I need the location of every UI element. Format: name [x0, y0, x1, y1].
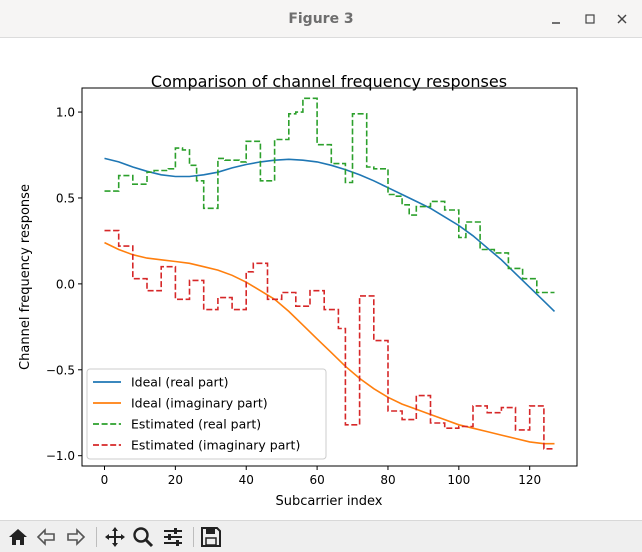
zoom-icon[interactable] [131, 525, 155, 549]
x-tick-label: 120 [518, 473, 541, 487]
x-tick-label: 40 [239, 473, 254, 487]
legend-label: Estimated (imaginary part) [131, 438, 300, 453]
x-tick-label: 20 [168, 473, 183, 487]
minimize-icon[interactable] [546, 9, 566, 29]
save-icon[interactable] [199, 525, 223, 549]
series-line-1 [104, 157, 556, 312]
home-icon[interactable] [6, 525, 30, 549]
series-line-2 [104, 241, 555, 445]
y-tick-label: 0.5 [56, 191, 75, 205]
x-tick-label: 80 [380, 473, 395, 487]
legend-box [86, 368, 327, 460]
configure-subplots-icon[interactable] [161, 525, 185, 549]
navigation-toolbar [0, 520, 642, 552]
plot-lines [104, 97, 556, 450]
back-arrow-icon[interactable] [34, 525, 58, 549]
window-title: Figure 3 [288, 11, 354, 27]
close-icon[interactable] [612, 9, 632, 29]
x-axis: 0 20 40 60 80 100 120 [101, 466, 541, 487]
x-axis-label: Subcarrier index [276, 494, 383, 509]
series-line-3 [104, 97, 555, 294]
window-titlebar[interactable]: Figure 3 [0, 0, 642, 38]
pan-icon[interactable] [103, 525, 127, 549]
legend: Ideal (real part) Ideal (imaginary part) E… [86, 368, 327, 460]
legend-label: Ideal (real part) [131, 375, 228, 390]
y-axis: −1.0 −0.5 0.0 0.5 1.0 [46, 106, 82, 463]
y-tick-label: 0.0 [56, 277, 75, 291]
y-tick-label: 1.0 [56, 106, 75, 120]
toolbar-separator [96, 527, 97, 547]
toolbar-separator [193, 527, 194, 547]
legend-label: Ideal (imaginary part) [131, 396, 268, 411]
x-tick-label: 100 [447, 473, 470, 487]
axes-frame [81, 87, 578, 467]
chart: Comparison of channel frequency response… [18, 72, 578, 509]
x-tick-label: 0 [101, 473, 109, 487]
forward-arrow-icon[interactable] [64, 525, 88, 549]
legend-label: Estimated (real part) [131, 417, 261, 432]
series-line-4 [104, 229, 555, 450]
maximize-icon[interactable] [580, 9, 600, 29]
y-axis-label: Channel frequency response [18, 184, 33, 370]
chart-title: Comparison of channel frequency response… [151, 72, 507, 91]
y-tick-label: −1.0 [46, 449, 75, 463]
y-tick-label: −0.5 [46, 363, 75, 377]
x-tick-label: 60 [309, 473, 324, 487]
